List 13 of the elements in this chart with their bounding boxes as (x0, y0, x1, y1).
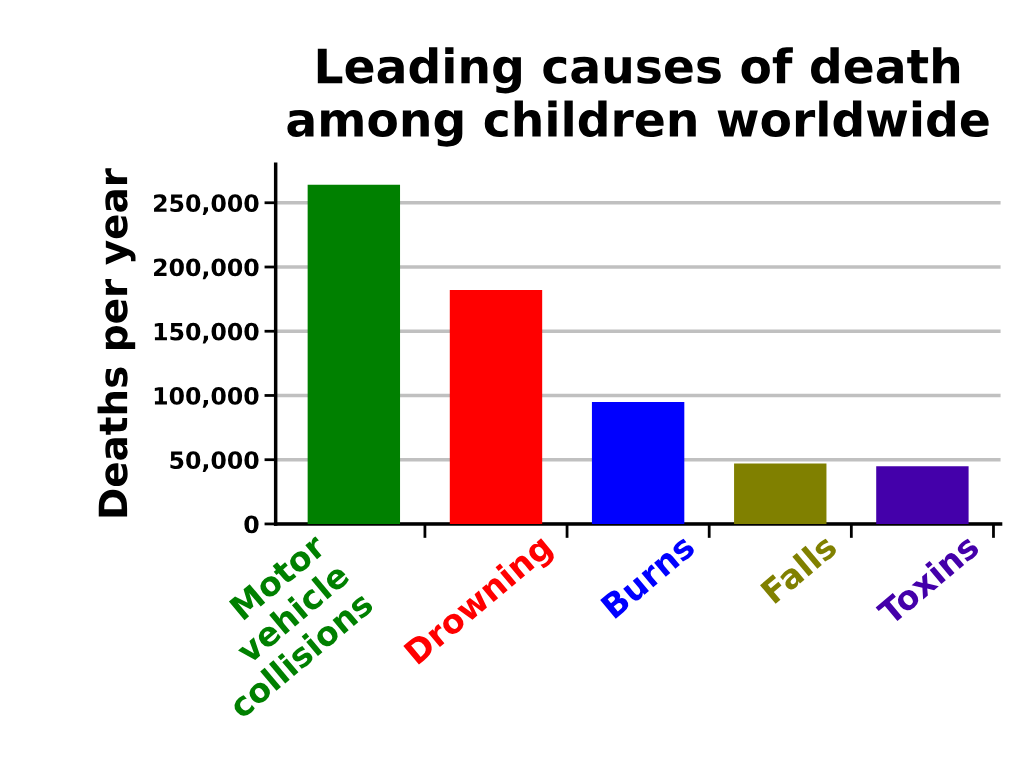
y-tick-label: 200,000 (154, 258, 259, 280)
y-tick-label: 0 (244, 515, 259, 534)
y-tick-label: 100,000 (154, 386, 259, 408)
y-axis-title: Deaths per year (97, 168, 136, 517)
bar (307, 184, 401, 524)
y-tick-label: 50,000 (170, 451, 259, 473)
bar (449, 290, 543, 524)
bar (591, 401, 685, 524)
chart-title: Leading causes of death among children worldwide (287, 47, 989, 147)
bar (734, 463, 827, 524)
y-tick-label: 250,000 (154, 194, 259, 216)
y-tick-label: 150,000 (154, 322, 259, 344)
bar (876, 466, 969, 524)
